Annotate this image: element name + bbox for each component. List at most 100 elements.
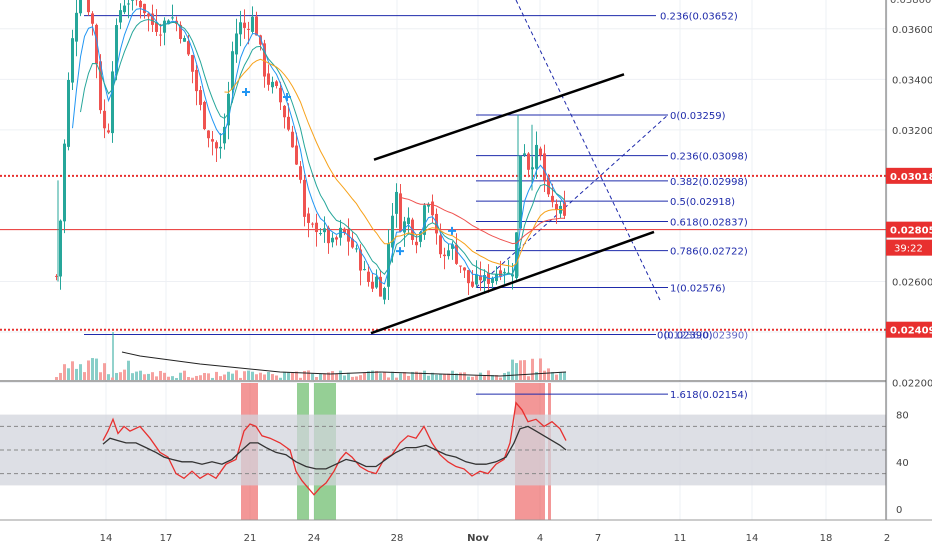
- x-tick-label: 11: [674, 533, 687, 544]
- fib-level-label: 0(0.03259): [670, 111, 726, 122]
- volume-bar: [211, 378, 214, 380]
- x-tick-label: 17: [160, 533, 173, 544]
- candle-body: [255, 16, 258, 35]
- volume-bar: [187, 377, 190, 380]
- volume-bar: [207, 373, 210, 380]
- volume-bar: [123, 370, 126, 380]
- candle-body: [551, 196, 554, 202]
- fib-level-label: 1(0.02576): [670, 284, 726, 295]
- candle-body: [251, 17, 254, 32]
- volume-bar: [355, 376, 358, 380]
- price-badge-label: 0.03018: [890, 172, 932, 183]
- volume-bar: [311, 374, 314, 380]
- candle-body: [247, 29, 250, 30]
- x-tick-label: 4: [537, 533, 543, 544]
- candle-body: [523, 153, 526, 155]
- volume-bar: [283, 372, 286, 380]
- candle-body: [311, 224, 314, 225]
- candle-body: [199, 90, 202, 105]
- volume-bar: [435, 375, 438, 380]
- volume-bar: [167, 377, 170, 380]
- volume-bar: [535, 372, 538, 380]
- volume-bar: [475, 376, 478, 380]
- candle-body: [391, 216, 394, 248]
- candle-body: [471, 282, 474, 287]
- volume-bar: [163, 373, 166, 380]
- candle-body: [103, 111, 106, 128]
- volume-bar: [531, 359, 534, 380]
- volume-bar: [427, 376, 430, 380]
- volume-bar: [307, 370, 310, 380]
- candle-body: [415, 242, 418, 245]
- candle-body: [355, 248, 358, 249]
- volume-bar: [115, 373, 118, 380]
- volume-bar: [155, 376, 158, 380]
- candle-body: [335, 237, 338, 239]
- fib-level-label: 1.618(0.02154): [670, 390, 748, 401]
- candle-body: [87, 0, 90, 12]
- candle-body: [543, 153, 546, 180]
- price-badge-label: 0.02409: [890, 326, 932, 337]
- x-tick-label: 14: [746, 533, 759, 544]
- volume-bar: [287, 372, 290, 380]
- candle-body: [319, 233, 322, 234]
- candle-body: [67, 80, 70, 147]
- volume-bar: [95, 359, 98, 380]
- volume-bar: [499, 378, 502, 380]
- candle-body: [275, 81, 278, 86]
- volume-bar: [279, 378, 282, 380]
- candle-body: [63, 144, 66, 222]
- y-tick-label: 0.03600: [892, 25, 932, 36]
- volume-bar: [463, 372, 466, 380]
- candle-body: [463, 268, 466, 271]
- candle-body: [219, 147, 222, 148]
- volume-bar: [79, 364, 82, 380]
- candle-body: [527, 154, 530, 170]
- volume-bar: [523, 360, 526, 380]
- candle-body: [215, 142, 218, 148]
- candle-body: [163, 21, 166, 33]
- volume-bar: [259, 373, 262, 380]
- volume-bar: [459, 373, 462, 380]
- volume-bar: [59, 373, 62, 380]
- candle-body: [183, 38, 186, 42]
- volume-bar: [147, 374, 150, 380]
- volume-bar: [135, 372, 138, 380]
- volume-bar: [483, 376, 486, 380]
- fib-level-label: 0.5(0.02918): [670, 197, 735, 208]
- volume-bar: [239, 378, 242, 380]
- volume-bar: [359, 375, 362, 380]
- x-tick-label: 18: [820, 533, 833, 544]
- volume-bar: [363, 373, 366, 380]
- candle-body: [139, 1, 142, 7]
- candle-body: [79, 0, 82, 13]
- volume-bar: [275, 376, 278, 380]
- candle-body: [459, 266, 462, 267]
- volume-bar: [55, 377, 58, 380]
- volume-bar: [335, 374, 338, 380]
- volume-bar: [515, 363, 518, 380]
- x-tick-label: 14: [100, 533, 113, 544]
- x-tick-label: 2: [884, 533, 890, 544]
- volume-bar: [539, 358, 542, 380]
- volume-bar: [323, 373, 326, 380]
- candle-body: [159, 35, 162, 36]
- volume-bar: [111, 378, 114, 380]
- candle-body: [367, 272, 370, 282]
- candle-body: [111, 71, 114, 133]
- candle-body: [447, 250, 450, 256]
- volume-bar: [87, 360, 90, 380]
- volume-bar: [423, 371, 426, 380]
- x-tick-label: 7: [595, 533, 601, 544]
- volume-bar: [443, 374, 446, 380]
- volume-bar: [267, 372, 270, 380]
- candle-body: [59, 221, 62, 277]
- volume-bar: [203, 373, 206, 380]
- candle-body: [371, 282, 374, 289]
- fib-level-label: 0.786(0.02722): [670, 247, 748, 258]
- fib-level-label: 0.236(0.03098): [670, 152, 748, 163]
- candle-body: [203, 102, 206, 129]
- candle-body: [503, 272, 506, 273]
- volume-bar: [195, 376, 198, 380]
